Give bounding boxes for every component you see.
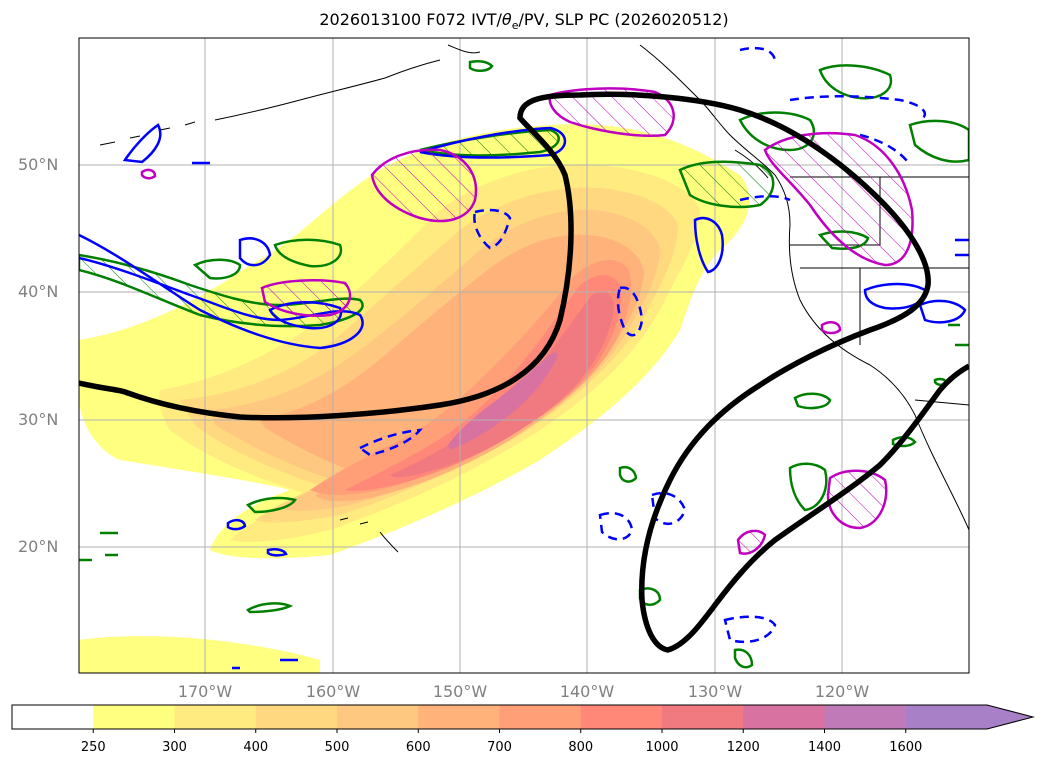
map-title: 2026013100 F072 IVT/θe/PV, SLP PC (20260… — [319, 10, 729, 33]
pv-ne-4 — [908, 119, 969, 163]
colorbar — [11, 704, 1035, 733]
colorbar-segment — [418, 705, 500, 729]
ivt-band-1000 — [390, 291, 614, 478]
colorbar-tick-label: 400 — [243, 740, 269, 755]
se-alaska-coast — [639, 44, 776, 176]
theta-e-dashed-3 — [616, 286, 644, 337]
theta-e-blob-8 — [226, 518, 247, 531]
hatch-ne — [763, 131, 914, 267]
colorbar-segment — [580, 705, 663, 729]
pv-blob-3 — [468, 59, 494, 72]
ivt-filled-contours — [79, 124, 750, 673]
lat-label-30n: 30°N — [18, 410, 59, 429]
theta-e-blob-11 — [232, 658, 298, 670]
pv-ne-1 — [678, 160, 775, 209]
hatch-west — [260, 279, 352, 317]
lon-label-120w: 120°W — [814, 682, 870, 701]
lat-label-20n: 20°N — [18, 537, 59, 556]
pv-blob-6 — [618, 465, 638, 483]
hatch-small-2 — [140, 168, 157, 180]
theta-e-dashed-1 — [473, 208, 512, 250]
pv-blob-1 — [192, 258, 242, 280]
ivt-band-1200 — [448, 352, 558, 450]
theta-e-blob-2 — [238, 237, 272, 267]
pv-blob-5 — [788, 462, 828, 512]
colorbar-tick-label: 1200 — [726, 740, 760, 755]
theta-e-dashed-2 — [357, 428, 423, 457]
colorbar-segment — [905, 705, 988, 729]
pv-blob-12 — [733, 648, 754, 669]
theta-e-blob-7 — [955, 238, 969, 257]
west-coast — [774, 174, 969, 531]
colorbar-tick-label: 250 — [80, 740, 106, 755]
colorbar-segment — [12, 705, 94, 729]
hatch-gulf-alaska — [370, 148, 478, 223]
theta-e-blob-9 — [266, 547, 288, 557]
theta-e-dashed-6 — [723, 615, 777, 644]
lat-label-40n: 40°N — [18, 282, 59, 301]
colorbar-segment — [824, 705, 907, 729]
colorbar-segment — [499, 705, 582, 729]
colorbar-tick-label: 300 — [162, 740, 187, 755]
pv-blob-4 — [793, 392, 832, 410]
hatch-small-3 — [820, 321, 842, 335]
theta-e-dashed-7 — [739, 195, 791, 202]
hawaii — [339, 517, 399, 553]
theta-e-west-band — [79, 233, 364, 350]
colorbar-outline — [11, 704, 1035, 730]
pv-blob-8 — [245, 602, 294, 614]
colorbar-tick-label: 1000 — [645, 740, 679, 755]
colorbar-segment — [174, 705, 257, 729]
pv-blob-13 — [79, 531, 118, 562]
hatch-north — [548, 87, 675, 138]
hatched-regions — [140, 87, 914, 555]
theta-e-blob-4 — [693, 216, 724, 274]
slp-pc-contours — [79, 91, 969, 653]
theta-e-blob-5 — [863, 282, 927, 310]
lon-label-130w: 130°W — [687, 682, 743, 701]
hatch-small-1 — [736, 529, 767, 555]
lon-label-150w: 150°W — [432, 682, 488, 701]
pv-blob-15 — [948, 323, 969, 347]
colorbar-tick-label: 1600 — [889, 740, 923, 755]
mexico-border — [914, 399, 969, 406]
lat-label-50n: 50°N — [18, 155, 59, 174]
colorbar-segment — [337, 705, 419, 729]
theta-e-dashed-4 — [598, 511, 634, 541]
theta-e-blob-1 — [122, 123, 162, 164]
map-frame — [78, 37, 970, 674]
pv-ne-3 — [818, 64, 893, 100]
hatch-se — [826, 469, 888, 530]
theta-e-blob-6 — [918, 299, 967, 324]
colorbar-extend-arrow — [987, 705, 1033, 729]
pv-blob-7 — [245, 496, 297, 514]
pv-blob-2 — [273, 238, 343, 268]
lon-label-170w: 170°W — [177, 682, 233, 701]
colorbar-tick-label: 700 — [487, 740, 512, 755]
ivt-band-600 — [260, 234, 644, 502]
alaska-coast — [214, 44, 481, 121]
ivt-band-250-south — [79, 636, 320, 673]
colorbar-tick-label: 500 — [324, 740, 350, 755]
colorbar-segment — [255, 705, 338, 729]
colorbar-tick-label: 600 — [405, 740, 431, 755]
colorbar-segment — [743, 705, 825, 729]
ivt-band-700 — [310, 259, 632, 495]
aleutians — [99, 121, 196, 146]
colorbar-segment — [662, 705, 744, 729]
ivt-band-800 — [345, 275, 621, 491]
theta-e-contours — [79, 46, 969, 670]
lon-label-160w: 160°W — [305, 682, 361, 701]
colorbar-tick-label: 1400 — [807, 740, 842, 755]
colorbar-segment — [93, 705, 175, 729]
colorbar-tick-label: 800 — [568, 740, 594, 755]
theta-e-dashed-ne — [739, 46, 926, 166]
lon-label-140w: 140°W — [559, 682, 615, 701]
theta-e-gulf — [419, 126, 567, 159]
slp-pc-main — [79, 91, 969, 653]
